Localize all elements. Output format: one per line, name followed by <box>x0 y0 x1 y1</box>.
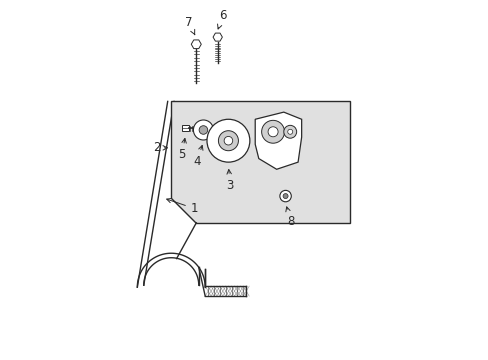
Text: 2: 2 <box>153 141 161 154</box>
Polygon shape <box>171 102 349 223</box>
Text: 3: 3 <box>226 170 233 192</box>
Circle shape <box>224 136 232 145</box>
Circle shape <box>261 120 284 143</box>
Circle shape <box>287 129 292 134</box>
Text: 1: 1 <box>166 198 198 215</box>
Polygon shape <box>255 112 301 169</box>
Circle shape <box>199 126 207 134</box>
Text: 4: 4 <box>193 145 203 168</box>
Circle shape <box>218 131 238 151</box>
Circle shape <box>193 120 213 140</box>
Circle shape <box>283 125 296 138</box>
Circle shape <box>279 190 291 202</box>
Text: 8: 8 <box>285 207 294 228</box>
Circle shape <box>267 127 278 137</box>
Circle shape <box>283 194 287 199</box>
Polygon shape <box>191 40 201 49</box>
Text: 6: 6 <box>217 9 226 29</box>
Text: 5: 5 <box>178 139 186 162</box>
Bar <box>182 125 188 131</box>
Polygon shape <box>213 33 222 41</box>
Circle shape <box>206 119 249 162</box>
Text: 7: 7 <box>185 16 194 35</box>
